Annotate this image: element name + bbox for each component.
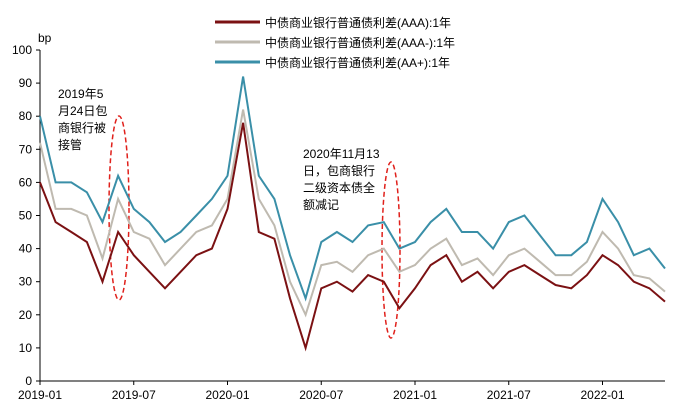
x-tick-label: 2020-07 — [299, 388, 343, 402]
series-line — [39, 122, 666, 352]
y-tick-label: 100 — [12, 43, 32, 57]
x-tick-label: 2020-01 — [205, 388, 249, 402]
annotation: 接管 — [58, 137, 82, 152]
series-line — [39, 109, 666, 318]
legend-label: 中债商业银行普通债利差(AAA-):1年 — [265, 35, 455, 50]
y-tick-label: 60 — [19, 175, 33, 189]
y-tick-label: 0 — [25, 374, 32, 388]
highlight-ellipse — [108, 115, 130, 301]
x-tick-label: 2021-07 — [487, 388, 531, 402]
y-tick-label: 50 — [19, 209, 33, 223]
y-tick-label: 90 — [19, 76, 33, 90]
y-tick-label: 10 — [19, 341, 33, 355]
x-tick-label: 2021-01 — [393, 388, 437, 402]
y-tick-label: 70 — [19, 142, 33, 156]
x-tick-label: 2022-01 — [580, 388, 624, 402]
y-tick-label: 40 — [19, 242, 33, 256]
x-tick-label: 2019-07 — [112, 388, 156, 402]
legend-label: 中债商业银行普通债利差(AAA):1年 — [265, 15, 451, 30]
y-tick-label: 80 — [19, 109, 33, 123]
annotation: 二级资本债全 — [303, 180, 375, 195]
y-tick-label: 20 — [19, 308, 33, 322]
annotation: 商银行被 — [58, 120, 106, 135]
annotation: 额减记 — [303, 198, 339, 212]
y-tick-label: 30 — [19, 275, 33, 289]
series-line — [39, 76, 666, 302]
annotation: 2019年5 — [58, 87, 104, 101]
x-tick-label: 2019-01 — [18, 388, 62, 402]
y-axis-label: bp — [38, 31, 52, 45]
annotation: 日，包商银行 — [303, 163, 375, 178]
legend-label: 中债商业银行普通债利差(AA+):1年 — [265, 55, 450, 70]
annotation: 2020年11月13 — [303, 147, 380, 161]
annotation: 月24日包 — [58, 104, 107, 118]
